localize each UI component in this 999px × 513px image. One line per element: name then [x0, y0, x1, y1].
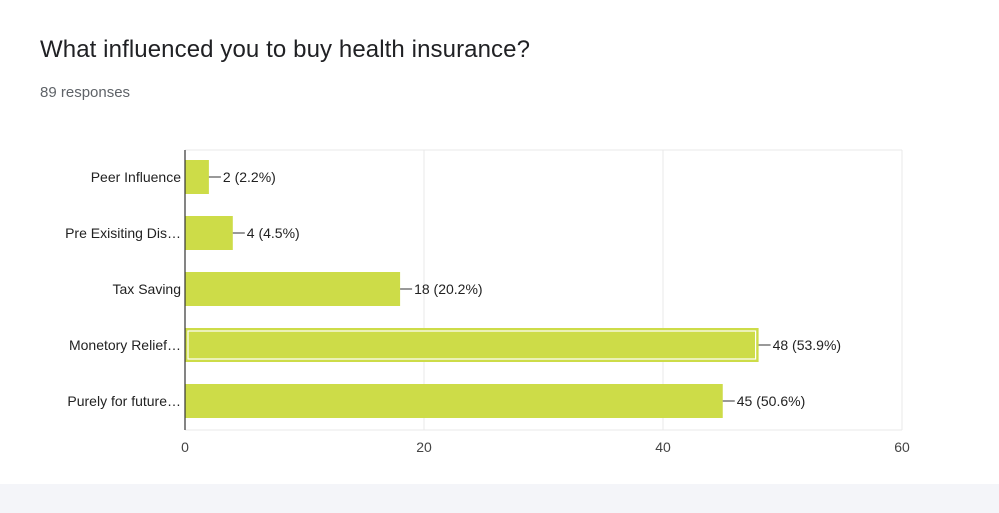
data-label: 48 (53.9%) [773, 337, 841, 353]
bar-1 [185, 216, 233, 250]
category-label: Monetory Relief… [69, 337, 181, 353]
data-label: 2 (2.2%) [223, 169, 276, 185]
bar-2 [185, 272, 401, 306]
page-bottom-strip [0, 484, 999, 513]
bar-4 [185, 384, 723, 418]
category-label: Tax Saving [113, 281, 181, 297]
category-label: Purely for future… [67, 393, 181, 409]
x-tick-label: 60 [894, 439, 910, 455]
category-label: Peer Influence [91, 169, 181, 185]
x-tick-label: 20 [416, 439, 432, 455]
x-tick-label: 0 [181, 439, 189, 455]
data-label: 18 (20.2%) [414, 281, 482, 297]
data-label: 4 (4.5%) [247, 225, 300, 241]
response-count: 89 responses [40, 84, 131, 101]
category-label: Pre Exisiting Dis… [65, 225, 181, 241]
bar-0 [185, 160, 209, 194]
form-question-card: What influenced you to buy health insura… [40, 36, 910, 455]
data-label: 45 (50.6%) [737, 393, 805, 409]
bar-3 [185, 328, 759, 362]
x-tick-label: 40 [655, 439, 671, 455]
bar-highlight-outline [187, 330, 757, 360]
bar-chart: Peer Influence 2 (2.2%) Pre Exisiting Dis…… [65, 149, 910, 455]
question-title: What influenced you to buy health insura… [40, 36, 531, 63]
